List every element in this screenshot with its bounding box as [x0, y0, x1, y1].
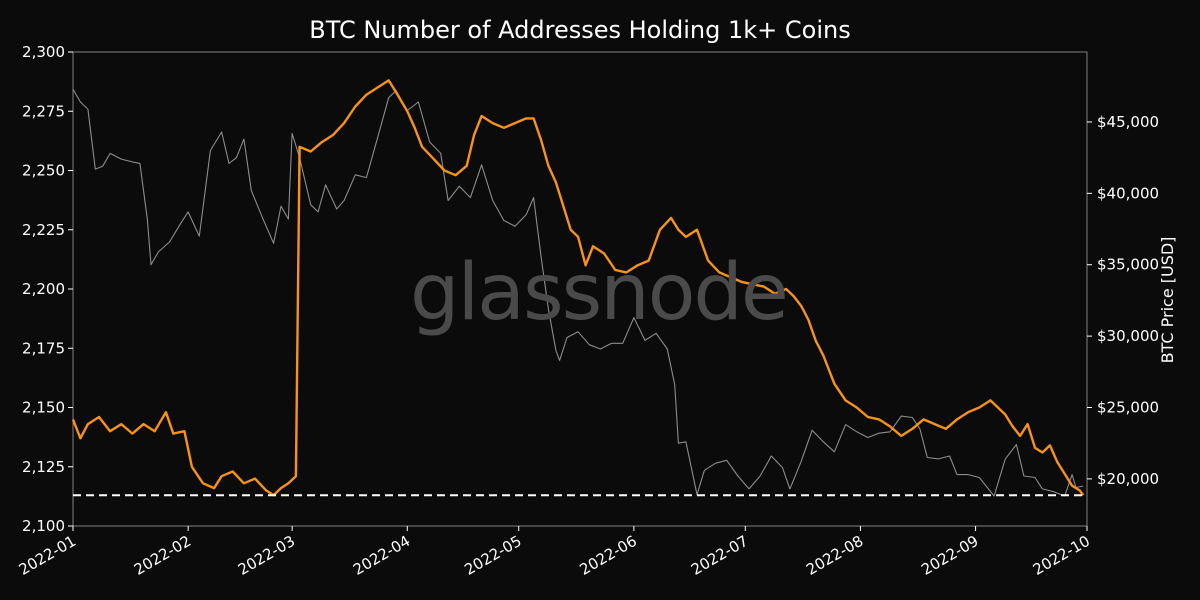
right-tick-label: $30,000: [1097, 327, 1159, 345]
left-tick-label: 2,125: [22, 458, 65, 476]
series-layer: [71, 79, 1085, 497]
x-tick-label: 2022-10: [1030, 532, 1093, 579]
left-tick-label: 2,225: [22, 221, 65, 239]
x-tick-label: 2022-08: [803, 532, 866, 579]
left-tick-label: 2,275: [22, 102, 65, 120]
right-axis: $20,000 $25,000 $30,000 $35,000 $40,000 $45,0…: [1087, 113, 1159, 488]
x-tick-label: 2022-05: [461, 532, 524, 579]
right-tick-label: $45,000: [1097, 113, 1159, 131]
x-tick-label: 2022-06: [577, 532, 640, 579]
left-tick-label: 2,175: [22, 339, 65, 357]
chart-title: BTC Number of Addresses Holding 1k+ Coin…: [309, 16, 851, 44]
right-axis-label: BTC Price [USD]: [1158, 236, 1177, 364]
right-tick-label: $20,000: [1097, 470, 1159, 488]
left-axis: 2,100 2,125 2,150 2,175 2,200 2,225 2,250 2,275…: [22, 43, 73, 535]
left-tick-label: 2,100: [22, 517, 65, 535]
btc-price-line: [72, 88, 1084, 497]
glassnode-watermark: glassnode: [410, 248, 789, 338]
x-tick-label: 2022-07: [688, 532, 751, 579]
left-tick-label: 2,300: [22, 43, 65, 61]
x-tick-label: 2022-03: [235, 532, 298, 579]
plot-area: [72, 51, 1088, 527]
right-tick-label: $35,000: [1097, 256, 1159, 274]
left-tick-label: 2,200: [22, 280, 65, 298]
right-tick-label: $40,000: [1097, 184, 1159, 202]
right-tick-label: $25,000: [1097, 399, 1159, 417]
x-tick-label: 2022-01: [16, 532, 79, 579]
x-tick-label: 2022-09: [918, 532, 981, 579]
x-axis: 2022-01 2022-02 2022-03 2022-04 2022-05 2022-…: [16, 526, 1093, 579]
left-tick-label: 2,150: [22, 399, 65, 417]
x-tick-label: 2022-04: [350, 532, 413, 579]
addresses-1k-line: [71, 79, 1085, 497]
x-tick-label: 2022-02: [131, 532, 194, 579]
left-tick-label: 2,250: [22, 162, 65, 180]
